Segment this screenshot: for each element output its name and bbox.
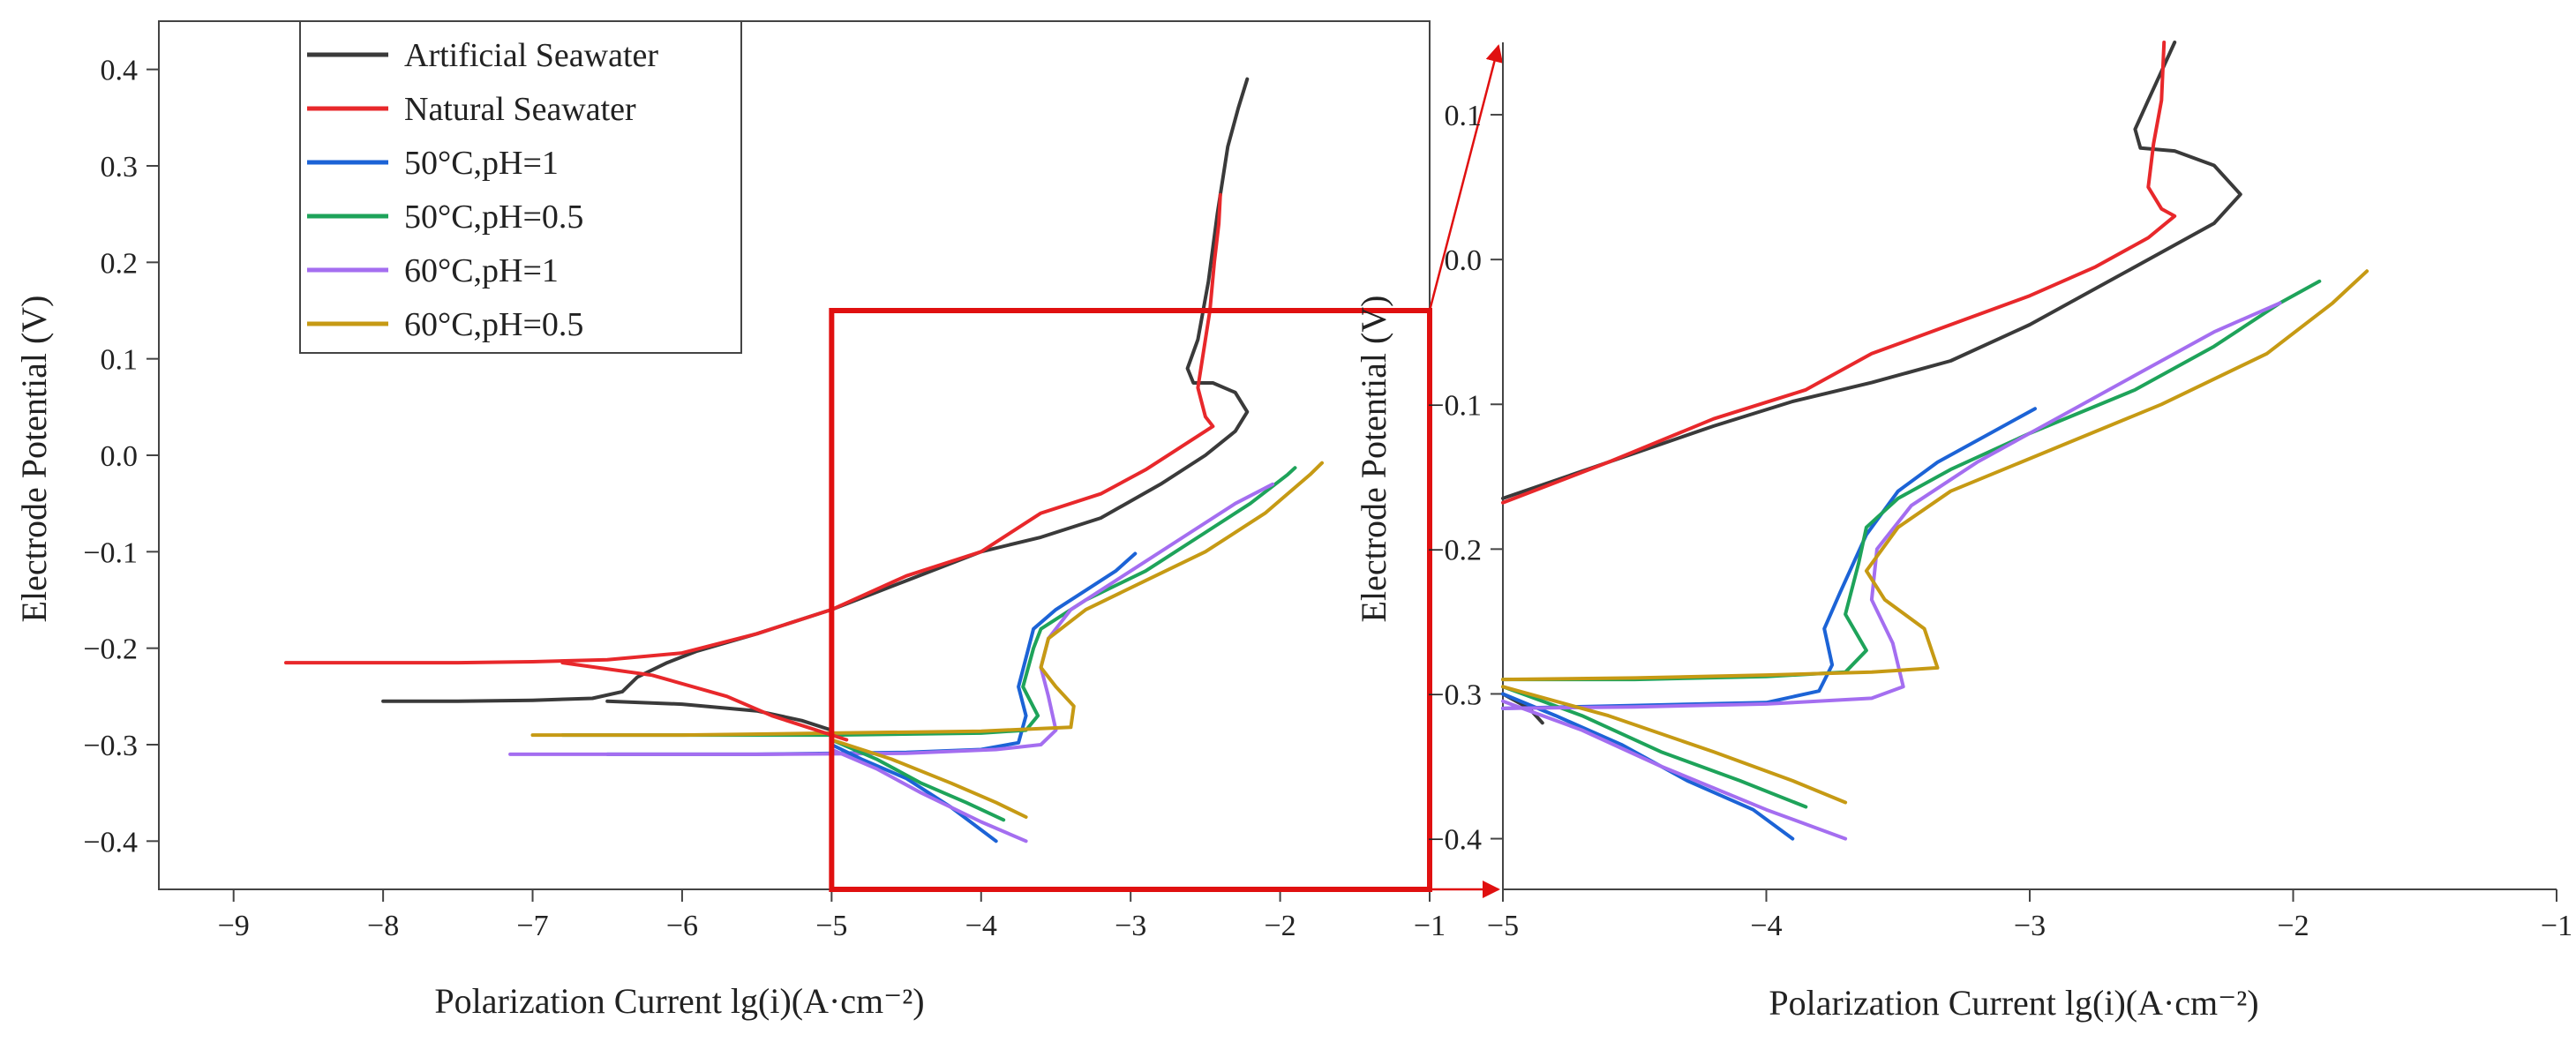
right-series-60-c-ph-1 [1501,301,2282,710]
right-series-60-c-ph-1-cathodic [1501,699,1848,841]
left-series-60-c-ph-1-cathodic [830,747,1028,843]
left-x-tick-label: −1 [1414,910,1446,942]
left-x-tick-label: −6 [666,910,698,942]
left-series-60-c-ph-0-5 [530,461,1324,738]
left-x-ticks: −9 −8 −7 −6 −5 −4 −3 −2 −1 [218,889,1446,942]
left-series-50-c-ph-0-5 [560,466,1297,738]
right-y-tick-label: 0.0 [1445,244,1483,277]
legend-item-natural: Natural Seawater [307,91,636,128]
legend-label-60c-ph05: 60°C,pH=0.5 [404,306,583,343]
right-x-tick-label: −1 [2541,910,2572,942]
left-y-tick-label: −0.3 [83,730,138,762]
legend-label-60c-ph1: 60°C,pH=1 [404,252,559,289]
right-x-ticks: −5 −4 −3 −2 −1 [1487,889,2572,942]
left-x-tick-label: −2 [1264,910,1296,942]
legend-label-natural: Natural Seawater [404,91,636,128]
right-x-tick-label: −5 [1487,910,1519,942]
left-y-tick-label: −0.2 [83,633,138,666]
legend: Artificial Seawater Natural Seawater 50°… [299,20,742,354]
left-series-60-c-ph-0-5-cathodic [830,738,1028,819]
left-x-tick-label: −4 [965,910,997,942]
left-x-tick-label: −9 [218,910,250,942]
right-x-axis-title: Polarization Current lg(i)(A·cm⁻²) [1769,983,2258,1023]
legend-item-50c-ph05: 50°C,pH=0.5 [307,199,583,236]
right-y-tick-label: −0.1 [1427,389,1482,422]
legend-item-artificial: Artificial Seawater [307,37,658,74]
legend-label-artificial: Artificial Seawater [404,37,658,74]
right-y-tick-label: −0.2 [1427,534,1482,566]
left-x-axis-title: Polarization Current lg(i)(A·cm⁻²) [434,981,924,1021]
right-series-natural-seawater [1501,41,2177,505]
left-x-tick-label: −3 [1115,910,1146,942]
left-y-tick-label: −0.4 [83,826,138,858]
right-series-lines [1501,41,2369,841]
left-chart: −9 −8 −7 −6 −5 −4 −3 −2 −1 0.4 0.3 0.2 0.1 0.0 −0.1 −0… [14,20,1446,1021]
left-x-tick-label: −5 [815,910,847,942]
left-series-60-c-ph-1 [508,482,1275,756]
left-y-ticks: 0.4 0.3 0.2 0.1 0.0 −0.1 −0.2 −0.3 −0.4 [83,55,159,858]
left-series-natural-seawater-cathodic [560,661,849,742]
right-y-tick-label: −0.4 [1427,824,1482,857]
right-series-50-c-ph-1 [1501,407,2037,710]
right-y-tick-label: −0.3 [1427,678,1482,711]
legend-label-50c-ph05: 50°C,pH=0.5 [404,199,583,236]
left-y-tick-label: −0.1 [83,536,138,569]
right-series-artificial-seawater-anodic [1501,41,2242,500]
right-x-tick-label: −3 [2014,910,2046,942]
right-y-axis-title: Electrode Potential (V) [1354,296,1393,623]
legend-box [299,20,742,354]
left-y-tick-label: 0.0 [101,440,139,473]
legend-item-60c-ph05: 60°C,pH=0.5 [307,306,583,343]
right-chart: −5 −4 −3 −2 −1 0.1 0.0 −0.1 −0.2 −0.3 −0.4 Polari… [1354,41,2572,1023]
left-y-tick-label: 0.1 [101,344,139,377]
left-y-tick-label: 0.4 [101,55,139,87]
right-series-60-c-ph-0-5 [1501,269,2369,682]
left-series-50-c-ph-1-cathodic [830,743,998,843]
right-y-ticks: 0.1 0.0 −0.1 −0.2 −0.3 −0.4 [1427,100,1503,857]
right-series-50-c-ph-0-5-cathodic [1501,685,1808,809]
right-y-tick-label: 0.1 [1445,100,1483,132]
left-series-50-c-ph-0-5-cathodic [830,738,1006,822]
zoom-arrow-top [1428,44,1504,311]
left-y-tick-label: 0.2 [101,247,139,280]
right-series-60-c-ph-0-5-cathodic [1501,685,1848,805]
left-y-tick-label: 0.3 [101,151,139,184]
zoom-region-box [829,308,1432,892]
right-x-tick-label: −4 [1750,910,1782,942]
left-x-tick-label: −8 [367,910,399,942]
legend-item-60c-ph1: 60°C,pH=1 [307,252,559,289]
left-x-tick-label: −7 [516,910,548,942]
legend-item-50c-ph1: 50°C,pH=1 [307,145,559,182]
left-series-natural-seawater [284,192,1222,665]
right-x-tick-label: −2 [2277,910,2309,942]
left-y-axis-title: Electrode Potential (V) [14,296,54,623]
legend-label-50c-ph1: 50°C,pH=1 [404,145,559,182]
